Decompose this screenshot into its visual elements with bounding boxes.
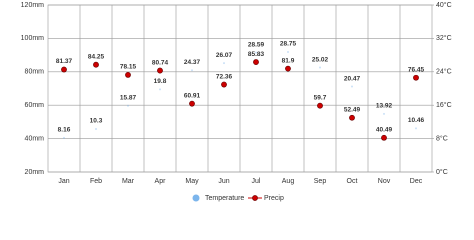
- value-label: 52.49: [344, 106, 361, 113]
- x-tick-label: Apr: [155, 178, 167, 185]
- y-tick-label: 40mm: [25, 135, 45, 142]
- temperature-point: [63, 136, 65, 139]
- x-tick-label: Feb: [90, 178, 102, 185]
- value-label: 10.3: [90, 118, 103, 125]
- legend-label: Temperature: [205, 195, 244, 202]
- y-tick-label: 100mm: [21, 35, 45, 42]
- temperature-point: [319, 66, 321, 69]
- precip-point: [381, 134, 387, 141]
- precip-point: [349, 114, 355, 121]
- x-tick-label: Dec: [410, 178, 423, 185]
- temperature-point: [415, 127, 417, 130]
- precip-point: [93, 61, 99, 68]
- value-label: 19.8: [154, 78, 167, 85]
- precip-point: [157, 67, 163, 74]
- x-tick-label: Aug: [282, 178, 295, 185]
- x-tick-label: Nov: [378, 178, 391, 185]
- value-label: 76.45: [408, 66, 425, 73]
- legend-label: Precip: [264, 195, 284, 202]
- value-label: 80.74: [152, 59, 169, 66]
- legend-swatch: [252, 195, 258, 201]
- precip-point: [125, 71, 131, 78]
- x-tick-label: Jan: [58, 178, 69, 185]
- value-label: 59.7: [314, 94, 327, 101]
- y2-tick-label: 24°C: [436, 68, 452, 76]
- y-tick-label: 60mm: [25, 102, 45, 109]
- y2-tick-label: 40°C: [436, 1, 452, 9]
- x-tick-label: Mar: [122, 178, 135, 185]
- temperature-point: [351, 85, 353, 88]
- y-tick-label: 20mm: [25, 169, 45, 176]
- value-label: 81.9: [282, 57, 295, 64]
- legend-swatch: [192, 194, 200, 202]
- value-label: 28.75: [280, 41, 297, 48]
- x-tick-label: Jul: [252, 178, 261, 185]
- value-label: 40.49: [376, 127, 393, 134]
- temperature-point: [223, 62, 225, 65]
- temperature-point: [127, 104, 129, 107]
- precip-point: [317, 102, 323, 109]
- temperature-point: [159, 88, 161, 91]
- precip-point: [61, 66, 67, 73]
- temperature-point: [383, 112, 385, 115]
- value-label: 13.92: [376, 103, 393, 110]
- y2-tick-label: 8°C: [436, 134, 448, 142]
- value-label: 72.36: [216, 73, 233, 80]
- value-label: 28.59: [248, 41, 265, 48]
- value-label: 15.87: [120, 94, 137, 101]
- precip-point: [189, 100, 195, 107]
- x-tick-label: Oct: [347, 178, 358, 185]
- value-label: 84.25: [88, 53, 105, 60]
- temperature-point: [95, 127, 97, 130]
- value-label: 60.91: [184, 92, 201, 99]
- value-label: 8.16: [58, 127, 71, 134]
- chart: 20mm 40mm 60mm 80mm 100mm 120mm 0°C 8°C 16°C 24°C…: [21, 1, 452, 202]
- y2-tick-label: 32°C: [436, 34, 452, 42]
- y-tick-label: 80mm: [25, 69, 45, 76]
- temperature-point: [255, 51, 257, 54]
- value-label: 78.15: [120, 64, 137, 71]
- precip-point: [285, 65, 291, 72]
- value-label: 25.02: [312, 56, 329, 63]
- precip-point: [253, 59, 259, 65]
- value-label: 24.37: [184, 59, 201, 66]
- y2-tick-label: 16°C: [436, 101, 452, 109]
- precip-point: [221, 81, 227, 88]
- precip-point: [413, 74, 419, 81]
- value-label: 10.46: [408, 117, 425, 124]
- value-label: 26.07: [216, 52, 233, 59]
- value-label: 81.37: [56, 58, 73, 65]
- value-label: 85.83: [248, 51, 265, 58]
- y-tick-label: 120mm: [21, 2, 45, 9]
- x-tick-label: Jun: [218, 178, 229, 185]
- temperature-point: [191, 69, 193, 72]
- y2-tick-label: 0°C: [436, 168, 448, 176]
- temperature-point: [287, 50, 289, 53]
- x-tick-label: May: [185, 178, 199, 185]
- x-tick-label: Sep: [314, 178, 327, 185]
- value-label: 20.47: [344, 75, 361, 82]
